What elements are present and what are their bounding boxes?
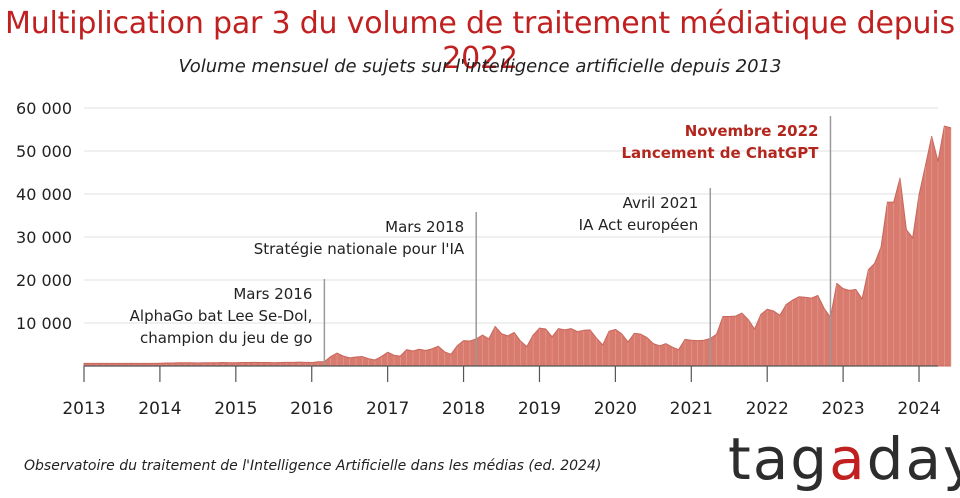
y-tick-label: 20 000 xyxy=(16,271,72,290)
chart-subtitle: Volume mensuel de sujets sur l'intellige… xyxy=(178,56,782,77)
x-tick-label: 2020 xyxy=(594,399,637,419)
x-tick-label: 2021 xyxy=(670,399,713,419)
annotation-text: Lancement de ChatGPT xyxy=(622,144,820,162)
annotation-text: champion du jeu de go xyxy=(140,329,312,347)
x-tick-label: 2018 xyxy=(442,399,485,419)
annotation-text: Avril 2021 xyxy=(623,194,699,212)
grid-layer xyxy=(84,107,938,324)
source-note: Observatoire du traitement de l'Intellig… xyxy=(24,458,602,474)
logo-accent: a xyxy=(829,425,867,493)
annotation-text: Mars 2018 xyxy=(385,218,464,236)
annotation-text: Stratégie nationale pour l'IA xyxy=(254,240,465,258)
y-tick-label: 60 000 xyxy=(16,99,72,118)
logo-prefix: tag xyxy=(728,425,830,493)
chart-title: Multiplication par 3 du volume de traite… xyxy=(5,6,955,76)
annotation-text: IA Act européen xyxy=(579,216,699,234)
brand-logo: tagaday xyxy=(728,430,960,488)
logo-suffix: day xyxy=(866,425,960,493)
annotation-lines xyxy=(323,116,832,366)
area-series xyxy=(83,125,952,367)
x-tick-label: 2016 xyxy=(290,399,333,419)
x-tick-label: 2024 xyxy=(897,399,940,419)
x-tick-label: 2023 xyxy=(821,399,864,419)
y-tick-label: 10 000 xyxy=(16,314,72,333)
y-tick-label: 40 000 xyxy=(16,185,72,204)
x-tick-label: 2014 xyxy=(138,399,181,419)
x-tick-label: 2019 xyxy=(518,399,561,419)
axis-layer: 10 000 20 000 30 000 40 000 50 000 60 000 2013… xyxy=(16,99,941,419)
x-tick-label: 2017 xyxy=(366,399,409,419)
y-tick-label: 50 000 xyxy=(16,142,72,161)
x-tick-label: 2015 xyxy=(214,399,257,419)
x-tick-label: 2022 xyxy=(746,399,789,419)
annotation-text: Novembre 2022 xyxy=(685,122,819,140)
y-tick-label: 30 000 xyxy=(16,228,72,247)
x-tick-label: 2013 xyxy=(62,399,105,419)
annotation-labels: Mars 2016 AlphaGo bat Lee Se-Dol, champion… xyxy=(130,122,820,347)
annotation-text: Mars 2016 xyxy=(233,285,312,303)
annotation-text: AlphaGo bat Lee Se-Dol, xyxy=(130,307,313,325)
area-layer xyxy=(83,125,952,367)
